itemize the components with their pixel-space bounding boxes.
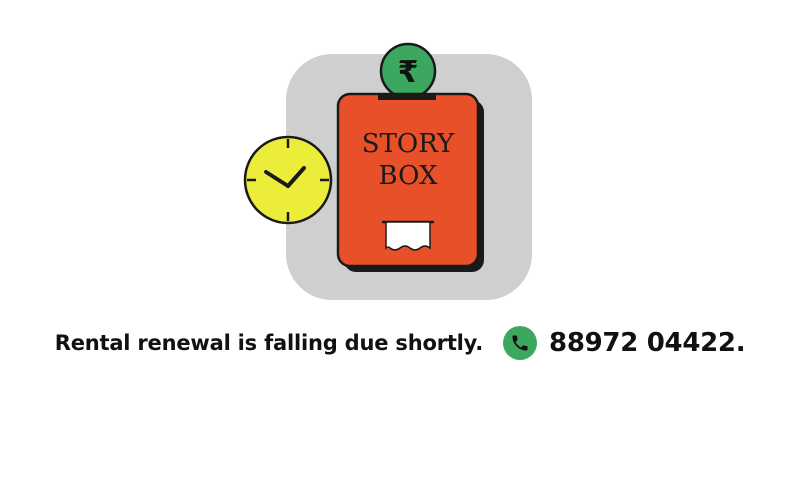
box-label-line1: STORY [362,129,455,159]
phone-number[interactable]: 88972 04422. [549,328,746,358]
story-box-icon: STORY BOX [336,92,480,268]
clock-icon [243,135,333,225]
story-box-illustration: ₹ STORY BOX [243,42,532,300]
box-label-line2: BOX [379,161,438,191]
phone-icon[interactable] [503,326,538,360]
renewal-message: Rental renewal is falling due shortly. [54,331,484,355]
rupee-coin-icon: ₹ [379,42,437,100]
receipt-slip-icon [385,221,431,251]
coin-symbol: ₹ [398,55,419,90]
renewal-message-row: Rental renewal is falling due shortly. 8… [0,318,800,368]
